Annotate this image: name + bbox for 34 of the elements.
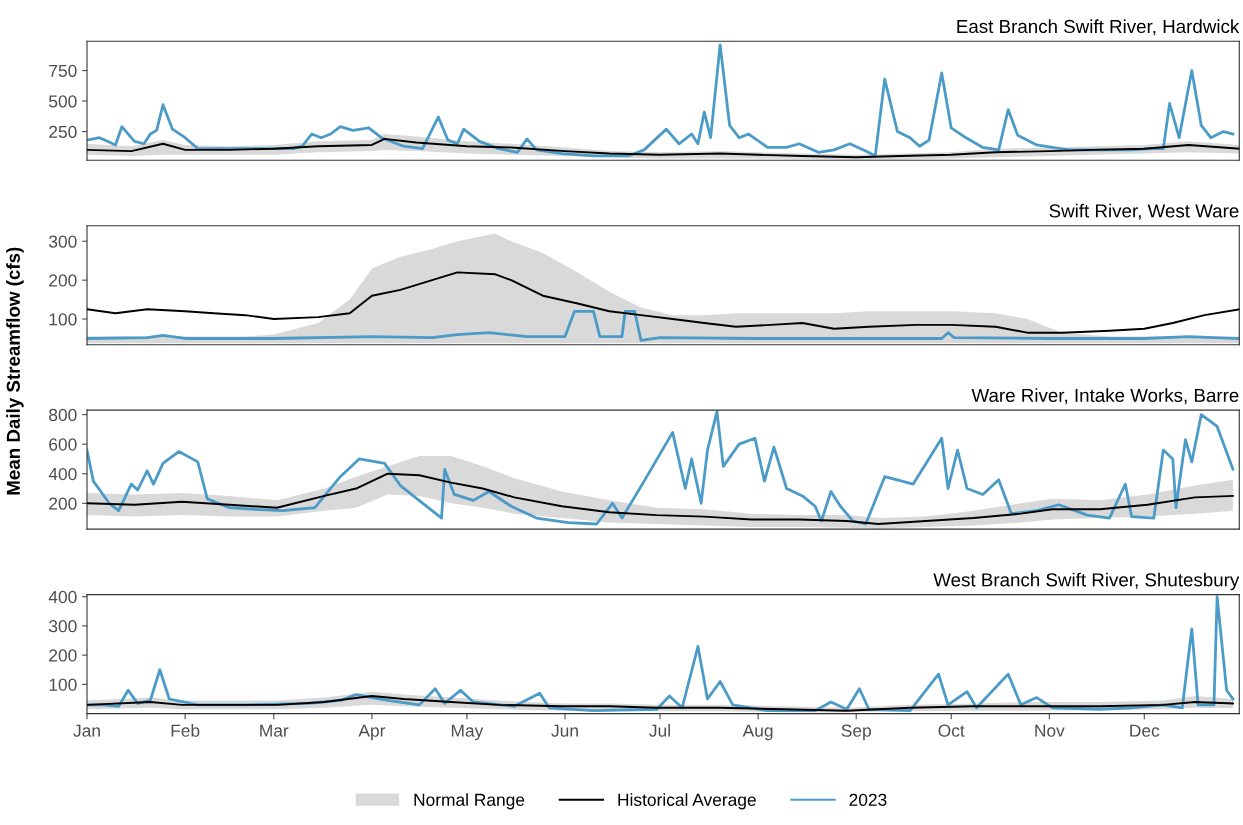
y-tick-label: 750: [49, 64, 77, 77]
y-tick-label: 800: [49, 408, 77, 422]
y-tick-label: 400: [48, 467, 77, 481]
x-tick-label: Aug: [742, 724, 773, 741]
y-axis-title: Mean Daily Streamflow (cfs): [6, 247, 24, 495]
y-tick-label: 500: [49, 95, 77, 108]
x-tick-label: Apr: [358, 724, 386, 741]
x-tick-label: May: [451, 724, 484, 741]
chart-title: Swift River, West Ware: [1049, 203, 1239, 220]
y-tick-label: 200: [49, 649, 77, 662]
legend-label: Historical Average: [618, 793, 756, 810]
x-tick-label: Sep: [841, 724, 871, 741]
x-tick-label: Jan: [73, 724, 100, 737]
legend-label: 2023: [849, 793, 887, 806]
y-tick-label: 600: [49, 438, 77, 451]
y-tick-label: 300: [48, 620, 77, 633]
chart-title: East Branch Swift River, Hardwick: [957, 19, 1240, 36]
y-tick-label: 200: [49, 274, 77, 287]
x-tick-label: Nov: [1035, 724, 1065, 737]
x-tick-label: Dec: [1130, 724, 1160, 737]
x-tick-label: Oct: [938, 724, 965, 737]
y-tick-label: 250: [49, 125, 77, 139]
chart-title: West Branch Swift River, Shutesbury: [933, 572, 1240, 591]
y-tick-label: 100: [49, 313, 77, 326]
y-tick-label: 400: [48, 590, 77, 604]
y-tick-label: 200: [49, 497, 77, 510]
y-tick-label: 100: [49, 678, 77, 691]
x-tick-label: Jul: [649, 724, 670, 737]
x-tick-label: Mar: [260, 724, 289, 737]
x-tick-label: Feb: [171, 724, 200, 737]
text: Normal Range: [414, 793, 525, 810]
chart-title: Ware River, Intake Works, Barre: [971, 388, 1239, 405]
y-tick-label: 300: [48, 235, 77, 248]
x-tick-label: Jun: [551, 724, 578, 737]
